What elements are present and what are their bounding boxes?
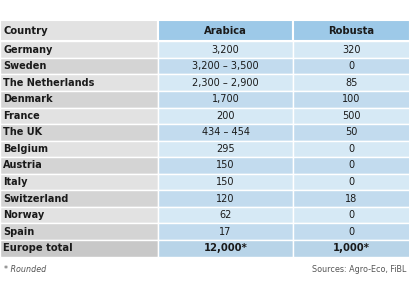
FancyBboxPatch shape: [292, 141, 409, 157]
Text: 150: 150: [216, 177, 234, 187]
Text: 0: 0: [348, 210, 354, 220]
FancyBboxPatch shape: [0, 157, 157, 174]
Text: 150: 150: [216, 160, 234, 170]
FancyBboxPatch shape: [0, 74, 157, 91]
FancyBboxPatch shape: [292, 41, 409, 58]
Text: 1,700: 1,700: [211, 94, 239, 104]
FancyBboxPatch shape: [157, 74, 292, 91]
Text: Country: Country: [3, 26, 48, 36]
Text: 2,300 – 2,900: 2,300 – 2,900: [192, 78, 258, 88]
FancyBboxPatch shape: [292, 207, 409, 223]
FancyBboxPatch shape: [292, 223, 409, 240]
FancyBboxPatch shape: [292, 157, 409, 174]
FancyBboxPatch shape: [0, 174, 157, 190]
Text: 50: 50: [344, 127, 357, 137]
Text: Norway: Norway: [3, 210, 45, 220]
Text: France: France: [3, 111, 40, 121]
FancyBboxPatch shape: [157, 207, 292, 223]
FancyBboxPatch shape: [0, 223, 157, 240]
Text: 1,000*: 1,000*: [332, 243, 369, 253]
FancyBboxPatch shape: [292, 107, 409, 124]
Text: * Rounded: * Rounded: [4, 265, 46, 274]
FancyBboxPatch shape: [157, 20, 292, 41]
FancyBboxPatch shape: [0, 107, 157, 124]
FancyBboxPatch shape: [0, 41, 157, 58]
FancyBboxPatch shape: [0, 207, 157, 223]
Text: The Netherlands: The Netherlands: [3, 78, 94, 88]
FancyBboxPatch shape: [292, 91, 409, 107]
Text: Arabica: Arabica: [204, 26, 246, 36]
Text: 100: 100: [342, 94, 360, 104]
FancyBboxPatch shape: [0, 190, 157, 207]
FancyBboxPatch shape: [292, 174, 409, 190]
Text: 12,000*: 12,000*: [203, 243, 247, 253]
Text: Austria: Austria: [3, 160, 43, 170]
Text: 62: 62: [219, 210, 231, 220]
FancyBboxPatch shape: [292, 124, 409, 141]
Text: 17: 17: [219, 227, 231, 237]
Text: 0: 0: [348, 61, 354, 71]
FancyBboxPatch shape: [157, 141, 292, 157]
FancyBboxPatch shape: [157, 124, 292, 141]
Text: Switzerland: Switzerland: [3, 194, 68, 203]
FancyBboxPatch shape: [157, 190, 292, 207]
Text: 0: 0: [348, 177, 354, 187]
Text: Denmark: Denmark: [3, 94, 53, 104]
FancyBboxPatch shape: [0, 91, 157, 107]
Text: Germany: Germany: [3, 44, 52, 55]
FancyBboxPatch shape: [157, 240, 292, 256]
Text: 500: 500: [342, 111, 360, 121]
Text: 0: 0: [348, 144, 354, 154]
FancyBboxPatch shape: [292, 58, 409, 74]
Text: 18: 18: [345, 194, 357, 203]
FancyBboxPatch shape: [157, 157, 292, 174]
FancyBboxPatch shape: [157, 41, 292, 58]
Text: Sweden: Sweden: [3, 61, 47, 71]
Text: 3,200: 3,200: [211, 44, 239, 55]
Text: The UK: The UK: [3, 127, 42, 137]
Text: Sources: Agro-Eco, FiBL: Sources: Agro-Eco, FiBL: [311, 265, 405, 274]
Text: 434 – 454: 434 – 454: [201, 127, 249, 137]
FancyBboxPatch shape: [157, 223, 292, 240]
FancyBboxPatch shape: [292, 20, 409, 41]
FancyBboxPatch shape: [157, 58, 292, 74]
Text: 85: 85: [344, 78, 357, 88]
Text: 295: 295: [216, 144, 234, 154]
FancyBboxPatch shape: [157, 107, 292, 124]
FancyBboxPatch shape: [292, 190, 409, 207]
Text: Belgium: Belgium: [3, 144, 48, 154]
FancyBboxPatch shape: [0, 141, 157, 157]
FancyBboxPatch shape: [292, 240, 409, 256]
FancyBboxPatch shape: [292, 74, 409, 91]
Text: 3,200 – 3,500: 3,200 – 3,500: [192, 61, 258, 71]
Text: Robusta: Robusta: [328, 26, 374, 36]
Text: 120: 120: [216, 194, 234, 203]
Text: 200: 200: [216, 111, 234, 121]
Text: Europe total: Europe total: [3, 243, 73, 253]
FancyBboxPatch shape: [157, 91, 292, 107]
Text: Spain: Spain: [3, 227, 34, 237]
FancyBboxPatch shape: [0, 58, 157, 74]
FancyBboxPatch shape: [0, 124, 157, 141]
FancyBboxPatch shape: [157, 174, 292, 190]
FancyBboxPatch shape: [0, 20, 157, 41]
Text: 320: 320: [342, 44, 360, 55]
Text: 0: 0: [348, 160, 354, 170]
Text: Italy: Italy: [3, 177, 28, 187]
FancyBboxPatch shape: [0, 240, 157, 256]
Text: 0: 0: [348, 227, 354, 237]
